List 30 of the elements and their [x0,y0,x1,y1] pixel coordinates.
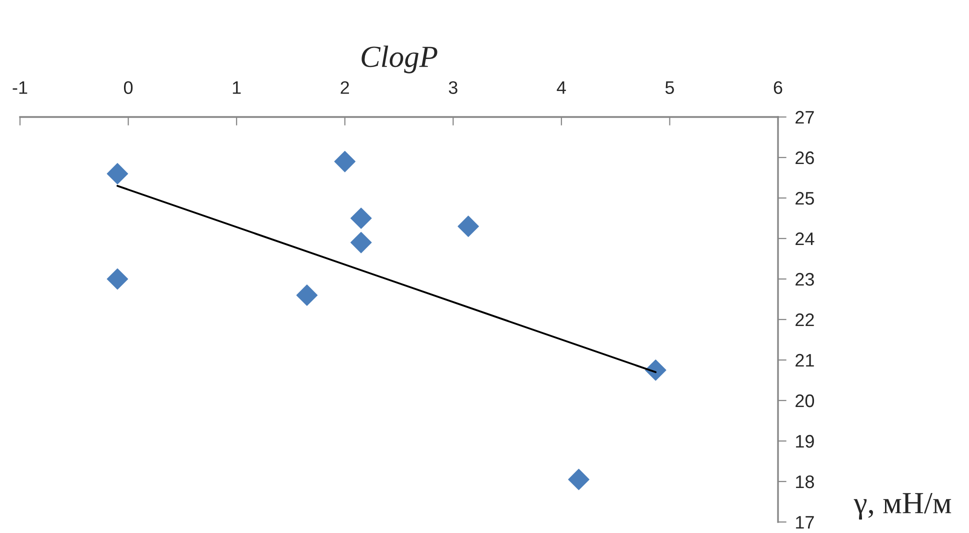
point [458,216,479,237]
y-tick-label: 20 [796,394,814,408]
y-tick-label: 25 [796,192,814,205]
y-tick-label: 23 [796,272,814,286]
point [568,468,590,490]
y-tick-label: 19 [796,434,814,448]
x-tick-label: 2 [340,81,349,94]
x-tick-label: 4 [556,81,566,94]
x-tick-label: 0 [124,81,133,94]
y-tick-label: 21 [796,354,814,367]
x-tick-label: 3 [448,81,458,94]
point [296,284,318,306]
y-tick-label: 22 [796,313,814,326]
point [644,359,666,381]
y-tick-label: 27 [796,110,814,124]
x-tick-label: 6 [774,81,782,94]
x-tick-label: 1 [232,81,241,94]
x-tick-label: 5 [665,81,674,94]
y-tick-label: 26 [796,151,814,164]
point [106,268,128,290]
y-tick-label: 24 [796,232,814,246]
point [350,208,372,229]
point [106,163,128,184]
x-tick-label: -1 [12,81,28,94]
y-tick-label: 18 [796,475,814,488]
y-tick-label: 17 [796,516,814,529]
point [350,232,372,254]
x-axis-title: ClogP [362,46,438,74]
y-axis-title: γ, мН/м [854,493,952,520]
point [334,150,356,172]
